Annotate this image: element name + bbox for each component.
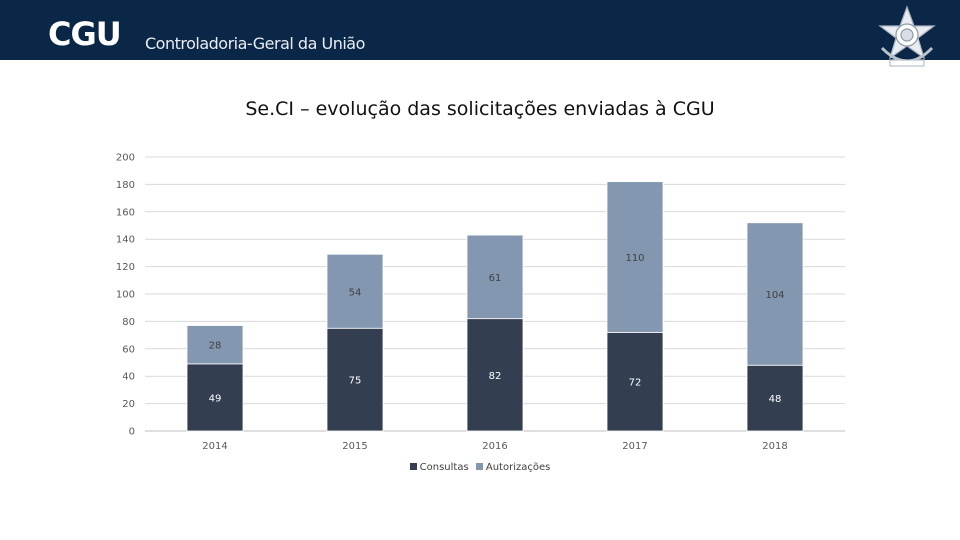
chart-legend: Consultas Autorizações: [0, 462, 960, 473]
y-tick-label-40: 40: [122, 372, 135, 383]
cgu-logo: CGU: [48, 15, 122, 53]
bar-consultas-2018: [746, 364, 804, 432]
legend-swatch-consultas: [409, 463, 417, 470]
y-tick-label-120: 120: [116, 262, 135, 273]
bar-consultas-2016: [466, 318, 524, 432]
x-tick-label-2014: 2014: [202, 441, 227, 452]
bar-autorizacoes-2018: [746, 222, 804, 366]
data-label-autorizacoes-2017: 110: [625, 253, 644, 264]
legend-label-autorizacoes: Autorizações: [485, 462, 551, 473]
x-tick-label-2018: 2018: [762, 441, 787, 452]
header-bar: CGU Controladoria-Geral da União: [0, 0, 960, 60]
bar-autorizacoes-2015: [326, 253, 384, 329]
x-tick-label-2016: 2016: [482, 441, 507, 452]
bar-autorizacoes-2014: [186, 325, 244, 365]
bar-autorizacoes-2016: [466, 234, 524, 320]
data-label-consultas-2016: 82: [489, 371, 502, 382]
y-tick-label-80: 80: [122, 317, 135, 328]
data-label-autorizacoes-2014: 28: [209, 341, 222, 352]
legend-label-consultas: Consultas: [419, 462, 469, 473]
bar-autorizacoes-2017: [606, 181, 664, 333]
brazil-coat-of-arms-icon: [878, 5, 936, 67]
y-tick-label-0: 0: [129, 427, 135, 438]
chart-title: Se.CI – evolução das solicitações enviad…: [245, 98, 715, 120]
organization-name: Controladoria-Geral da União: [145, 34, 365, 53]
data-label-consultas-2015: 75: [349, 376, 362, 387]
data-label-consultas-2014: 49: [209, 393, 222, 404]
legend-item-autorizacoes: Autorizações: [475, 462, 551, 473]
legend-swatch-autorizacoes: [475, 463, 483, 470]
x-tick-label-2017: 2017: [622, 441, 647, 452]
data-label-autorizacoes-2016: 61: [489, 273, 502, 284]
x-tick-label-2015: 2015: [342, 441, 367, 452]
bar-consultas-2015: [326, 327, 384, 432]
bar-consultas-2014: [186, 363, 244, 432]
y-tick-label-60: 60: [122, 344, 135, 355]
legend-item-consultas: Consultas: [409, 462, 469, 473]
y-tick-label-20: 20: [122, 399, 135, 410]
y-tick-label-160: 160: [116, 207, 135, 218]
y-tick-label-140: 140: [116, 235, 135, 246]
data-label-consultas-2017: 72: [629, 378, 642, 389]
data-label-consultas-2018: 48: [769, 394, 782, 405]
y-tick-label-180: 180: [116, 180, 135, 191]
y-tick-label-200: 200: [116, 153, 135, 164]
data-label-autorizacoes-2015: 54: [349, 287, 362, 298]
y-tick-label-100: 100: [116, 290, 135, 301]
data-label-autorizacoes-2018: 104: [765, 290, 784, 301]
